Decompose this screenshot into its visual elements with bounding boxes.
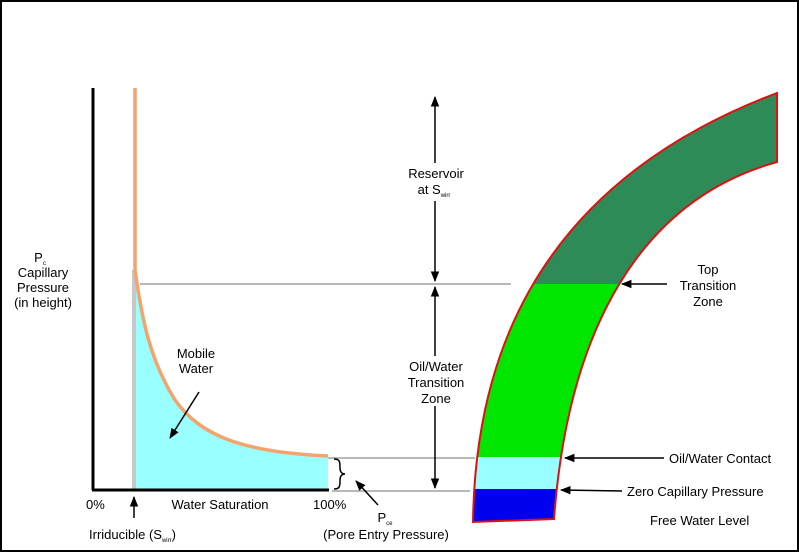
reservoir-outline bbox=[471, 91, 778, 524]
y-axis-line3: (in height) bbox=[14, 295, 72, 310]
x-axis-min-label: 0% bbox=[86, 497, 105, 512]
pc-subscript: c bbox=[43, 261, 46, 267]
reservoir-at-s: at S bbox=[418, 182, 441, 197]
top-transition-line1: Top bbox=[698, 262, 719, 277]
pce-subscript: ce bbox=[386, 521, 393, 527]
reservoir-label-line1: Reservoir bbox=[408, 166, 464, 181]
zero-capillary-arrow bbox=[559, 485, 623, 495]
reservoir-bend bbox=[471, 91, 778, 524]
transition-label-line3: Zone bbox=[421, 391, 451, 406]
mobile-water-line1: Mobile bbox=[177, 346, 215, 361]
transition-label-line2: Transition bbox=[408, 375, 465, 390]
y-axis-line2: Pressure bbox=[17, 280, 69, 295]
pore-entry-description: (Pore Entry Pressure) bbox=[323, 527, 449, 542]
guide-lines bbox=[140, 283, 511, 492]
free-water-level-label: Free Water Level bbox=[650, 513, 749, 528]
capillary-curve-chart bbox=[91, 88, 329, 492]
transition-label-backing bbox=[398, 356, 474, 406]
pce-label: Pce bbox=[377, 510, 393, 527]
pce-symbol: P bbox=[377, 510, 386, 525]
y-axis-line1: Capillary bbox=[18, 265, 69, 280]
x-axis-title: Water Saturation bbox=[171, 497, 268, 512]
transition-label-line1: Oil/Water bbox=[409, 359, 463, 374]
capillary-pressure-curve bbox=[133, 88, 329, 458]
irreducible-close: ) bbox=[172, 527, 176, 542]
irreducible-subscript: wirr bbox=[161, 538, 172, 544]
pore-entry-arrow bbox=[355, 480, 379, 506]
x-axis-max-label: 100% bbox=[313, 497, 347, 512]
pc-symbol: P bbox=[34, 250, 43, 265]
mobile-water-line2: Water bbox=[179, 361, 214, 376]
pore-entry-brace bbox=[333, 458, 346, 490]
reservoir-label-line2: at Swirr bbox=[418, 182, 451, 199]
transition-zone-fill bbox=[473, 284, 777, 457]
irreducible-text: Irriducible (S bbox=[89, 527, 162, 542]
top-transition-line3: Zone bbox=[693, 294, 723, 309]
reservoir-subscript: wirr bbox=[440, 193, 451, 199]
reservoir-label-backing bbox=[398, 163, 474, 201]
svg-text:Pc: Pc bbox=[34, 250, 46, 267]
irreducible-saturation-band bbox=[132, 270, 136, 490]
irreducible-label: Irriducible (Swirr) bbox=[89, 527, 176, 544]
mobile-water-area bbox=[135, 270, 328, 490]
mobile-water-arrow bbox=[169, 391, 200, 439]
zero-capillary-label: Zero Capillary Pressure bbox=[627, 484, 764, 499]
top-transition-line2: Transition bbox=[680, 278, 737, 293]
reservoir-zone-fill bbox=[473, 93, 777, 284]
y-axis-title: Pc Capillary Pressure (in height) bbox=[14, 250, 72, 310]
oil-water-contact-label: Oil/Water Contact bbox=[669, 451, 771, 466]
